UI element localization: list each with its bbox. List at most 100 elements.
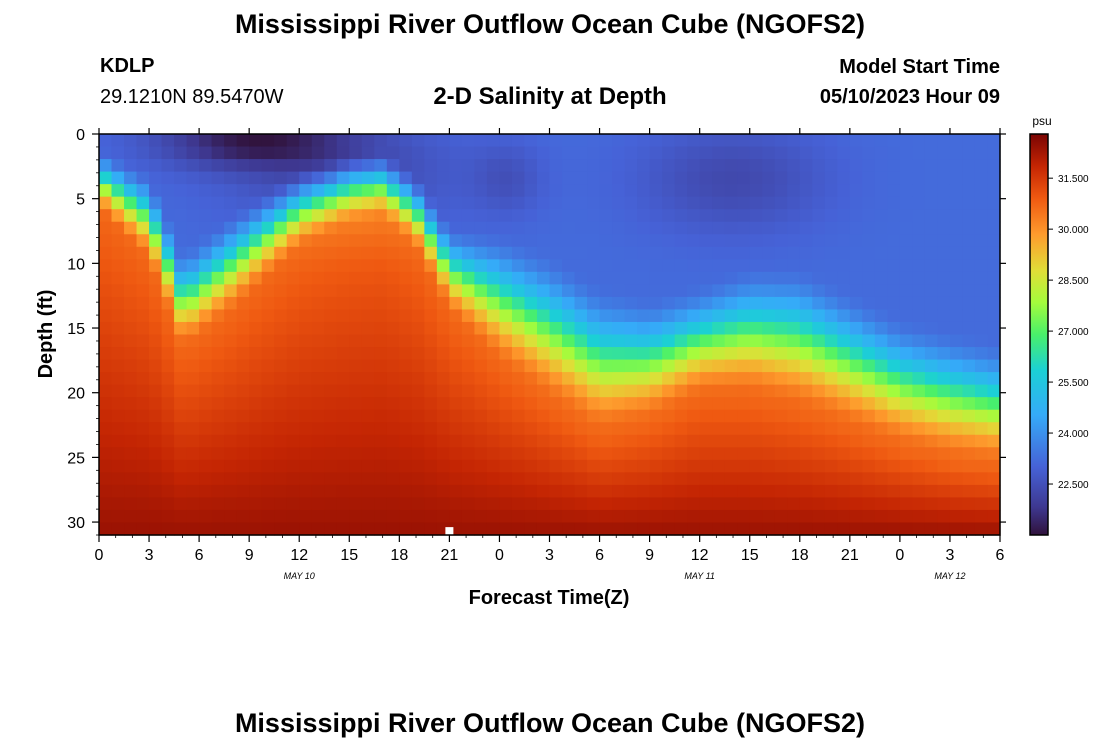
heatmap-cell (461, 171, 476, 185)
heatmap-cell (186, 296, 200, 311)
heatmap-cell (349, 284, 363, 298)
heatmap-cell (336, 434, 350, 448)
heatmap-cell (862, 522, 876, 536)
heatmap-cell (449, 422, 463, 436)
heatmap-cell (849, 309, 863, 323)
heatmap-cell (324, 321, 338, 336)
heatmap-cell (574, 271, 588, 285)
heatmap-cell (299, 259, 313, 273)
heatmap-cell (824, 484, 838, 499)
heatmap-cell (136, 309, 150, 323)
heatmap-cell (136, 196, 150, 210)
heatmap-cell (174, 472, 188, 486)
heatmap-cell (524, 372, 538, 386)
heatmap-cell (612, 284, 626, 298)
heatmap-cell (411, 447, 425, 461)
heatmap-cell (912, 384, 926, 398)
heatmap-cell (524, 409, 538, 423)
heatmap-cell (424, 384, 438, 398)
heatmap-cell (436, 447, 450, 461)
heatmap-cell (174, 497, 188, 511)
heatmap-cell (461, 146, 476, 160)
heatmap-cell (149, 209, 163, 223)
heatmap-cell (549, 146, 563, 160)
heatmap-cell (386, 484, 400, 499)
heatmap-cell (724, 409, 738, 423)
heatmap-cell (674, 259, 688, 273)
heatmap-cell (386, 309, 400, 323)
heatmap-cell (749, 196, 763, 210)
heatmap-cell (562, 459, 576, 473)
heatmap-cell (524, 459, 538, 473)
heatmap-cell (637, 209, 651, 223)
heatmap-cell (637, 422, 651, 436)
heatmap-cell (587, 146, 601, 160)
heatmap-cell (812, 484, 826, 499)
heatmap-cell (674, 384, 688, 398)
heatmap-cell (724, 296, 738, 311)
heatmap-cell (749, 159, 763, 173)
heatmap-cell (612, 472, 626, 486)
heatmap-cell (624, 159, 638, 173)
heatmap-cell (374, 459, 388, 473)
heatmap-cell (562, 347, 576, 361)
heatmap-cell (249, 347, 263, 361)
heatmap-cell (562, 321, 576, 336)
heatmap-cell (261, 447, 275, 461)
heatmap-cell (787, 209, 801, 223)
heatmap-cell (324, 484, 338, 499)
heatmap-cell (912, 259, 926, 273)
heatmap-cell (374, 522, 388, 536)
heatmap-cell (887, 347, 901, 361)
heatmap-cell (536, 146, 551, 160)
heatmap-cell (749, 522, 763, 536)
heatmap-cell (374, 159, 388, 173)
heatmap-cell (424, 271, 438, 285)
heatmap-cell (299, 146, 313, 160)
heatmap-cell (161, 434, 175, 448)
heatmap-cell (424, 234, 438, 248)
heatmap-cell (962, 434, 976, 448)
heatmap-cell (674, 459, 688, 473)
heatmap-cell (837, 422, 851, 436)
heatmap-cell (336, 309, 350, 323)
heatmap-cell (549, 309, 563, 323)
heatmap-cell (674, 359, 688, 373)
heatmap-cell (724, 447, 738, 461)
heatmap-cell (224, 184, 238, 198)
heatmap-cell (386, 509, 400, 524)
heatmap-cell (862, 271, 876, 285)
heatmap-cell (349, 196, 363, 210)
heatmap-cell (211, 384, 225, 398)
y-tick-label: 5 (76, 192, 85, 209)
heatmap-cell (762, 497, 776, 511)
heatmap-cell (662, 384, 676, 398)
heatmap-cell (499, 447, 513, 461)
heatmap-cell (386, 347, 400, 361)
heatmap-cell (536, 221, 551, 235)
heatmap-cell (787, 321, 801, 336)
heatmap-cell (249, 296, 263, 311)
heatmap-cell (186, 221, 200, 235)
heatmap-cell (874, 171, 888, 185)
heatmap-cell (949, 447, 964, 461)
heatmap-cell (174, 296, 188, 311)
heatmap-cell (211, 271, 225, 285)
heatmap-cell (361, 459, 375, 473)
heatmap-cell (324, 472, 338, 486)
heatmap-cell (849, 484, 863, 499)
heatmap-cell (987, 359, 1001, 373)
heatmap-cell (174, 459, 188, 473)
heatmap-cell (924, 372, 939, 386)
heatmap-cell (436, 472, 450, 486)
heatmap-cell (787, 434, 801, 448)
heatmap-cell (349, 409, 363, 423)
heatmap-cell (912, 296, 926, 311)
heatmap-cell (912, 184, 926, 198)
heatmap-cell (787, 259, 801, 273)
heatmap-cell (524, 296, 538, 311)
heatmap-cell (449, 459, 463, 473)
heatmap-cell (99, 309, 113, 323)
heatmap-cell (724, 234, 738, 248)
heatmap-cell (274, 359, 288, 373)
